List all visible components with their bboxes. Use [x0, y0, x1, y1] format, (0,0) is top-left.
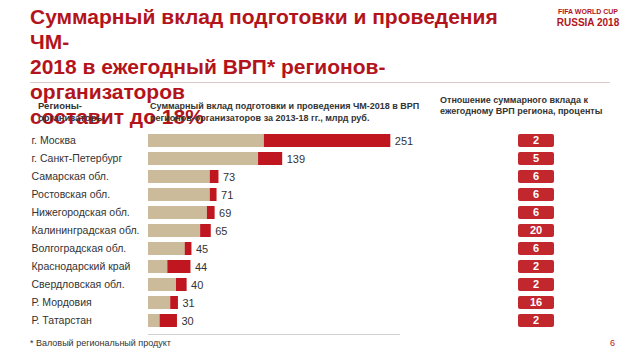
- html-text:FIFA WORLD CUP: FIFA WORLD CUP: [558, 8, 618, 15]
- svg-text:40: 40: [191, 279, 203, 291]
- svg-text:31: 31: [182, 297, 194, 309]
- svg-text:г. Санкт-Петербург: г. Санкт-Петербург: [32, 152, 123, 164]
- svg-text:30: 30: [181, 315, 193, 327]
- svg-text:139: 139: [287, 153, 305, 165]
- svg-text:65: 65: [215, 225, 227, 237]
- html-text:Суммарный вклад подготовки и п: Суммарный вклад подготовки и проведения …: [30, 5, 498, 128]
- svg-text:44: 44: [195, 261, 207, 273]
- html-text:16: 16: [529, 296, 543, 308]
- html-text:6: 6: [532, 188, 540, 200]
- svg-text:Нижегородская обл.: Нижегородская обл.: [32, 206, 130, 218]
- html-text:2: 2: [532, 134, 540, 146]
- svg-text:Р. Мордовия: Р. Мордовия: [32, 296, 92, 308]
- svg-text:Р. Татарстан: Р. Татарстан: [32, 314, 93, 326]
- html-text:5: 5: [532, 152, 540, 164]
- html-text:20: 20: [529, 224, 543, 236]
- svg-text:Волгоградская обл.: Волгоградская обл.: [32, 242, 127, 254]
- svg-text:251: 251: [395, 135, 413, 147]
- html-text:Регионы- организаторы: Регионы- организаторы: [38, 100, 105, 123]
- svg-text:Калининградская обл.: Калининградская обл.: [32, 224, 140, 236]
- html-text:* Валовый региональный продукт: * Валовый региональный продукт: [30, 338, 171, 348]
- html-text:Суммарный вклад подготовки и п: Суммарный вклад подготовки и проведения …: [150, 101, 420, 123]
- html-text:6: 6: [532, 170, 540, 182]
- html-text:2: 2: [532, 260, 540, 272]
- html-text:2: 2: [532, 278, 540, 290]
- svg-text:Свердловская обл.: Свердловская обл.: [32, 278, 125, 290]
- html-text:Отношение суммарного вклада к: Отношение суммарного вклада к ежегодному…: [440, 95, 603, 116]
- svg-text:Краснодарский край: Краснодарский край: [32, 260, 131, 272]
- svg-text:Самарская обл.: Самарская обл.: [32, 170, 109, 182]
- html-text:RUSSIA 2018: RUSSIA 2018: [556, 17, 620, 28]
- svg-text:г. Москва: г. Москва: [32, 134, 76, 146]
- html-text:6: 6: [610, 338, 615, 348]
- svg-text:Ростовская обл.: Ростовская обл.: [32, 188, 111, 200]
- svg-text:45: 45: [196, 243, 208, 255]
- svg-text:73: 73: [223, 171, 235, 183]
- svg-text:69: 69: [219, 207, 231, 219]
- html-text:6: 6: [532, 206, 540, 218]
- html-text:6: 6: [532, 242, 540, 254]
- html-text:2: 2: [532, 314, 540, 326]
- svg-text:71: 71: [221, 189, 233, 201]
